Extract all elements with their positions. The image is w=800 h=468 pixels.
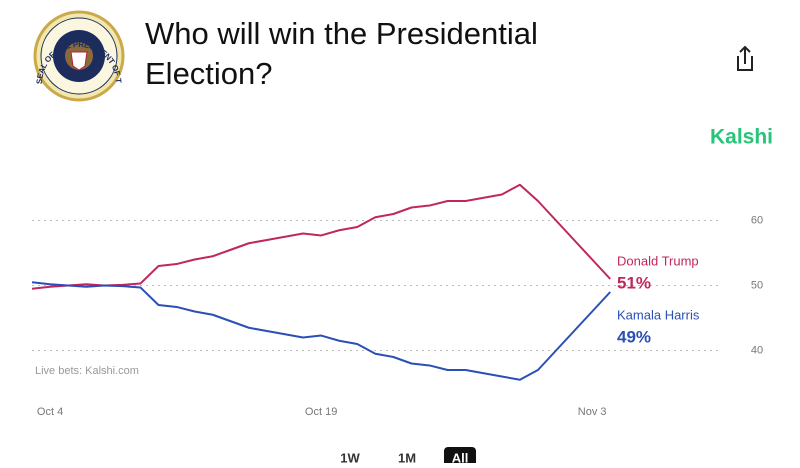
title: Who will win the Presidential Election? [145, 16, 538, 91]
range-button-label: 1W [340, 450, 360, 463]
x-tick-label: Oct 19 [305, 406, 337, 418]
title-box: Who will win the Presidential Election? [145, 16, 538, 91]
legend-name: Kamala Harris [617, 307, 700, 322]
range-button-label: All [452, 450, 469, 463]
y-tick-label: 60 [751, 214, 763, 226]
range-button[interactable]: All [444, 447, 476, 468]
value-label: 49% [617, 327, 651, 346]
value-label: 51% [617, 273, 651, 292]
range-button-label: 1M [398, 450, 416, 463]
seal: SEAL OF THE PRESIDENT OF THE UNITED STAT… [0, 0, 125, 102]
y-tick-label: 50 [751, 279, 763, 291]
range-button[interactable]: 1M [398, 450, 416, 465]
source-note: Live bets: Kalshi.com [35, 365, 139, 377]
series-line [31, 183, 611, 290]
range-button[interactable]: 1W [340, 450, 360, 465]
legend-name: Donald Trump [617, 253, 699, 268]
x-tick-label: Nov 3 [578, 406, 607, 418]
x-tick-label: Oct 4 [37, 406, 63, 418]
share-icon[interactable] [737, 45, 753, 71]
y-tick-label: 40 [751, 344, 763, 356]
plot: 40 50 60 Oct 4 Oct 19 Nov 3 Live bets: Kalshi.… [31, 183, 763, 418]
brand: Kalshi [710, 126, 773, 149]
series-line [31, 281, 611, 381]
